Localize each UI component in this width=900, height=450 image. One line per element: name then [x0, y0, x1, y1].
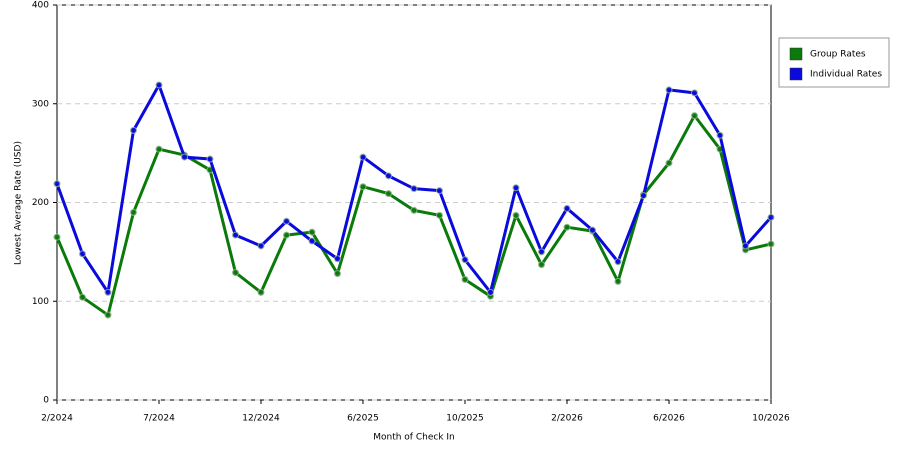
data-point — [665, 159, 673, 167]
data-point — [359, 153, 367, 161]
data-point — [410, 185, 418, 193]
x-tick-label: 6/2025 — [347, 414, 379, 424]
data-point — [614, 278, 622, 285]
data-point — [436, 211, 443, 219]
data-point — [232, 269, 239, 277]
legend-label: Group Rates — [810, 50, 866, 60]
y-tick-label: 200 — [32, 198, 49, 208]
data-point — [79, 293, 86, 301]
data-point — [614, 258, 622, 266]
data-point — [716, 131, 724, 139]
data-point — [283, 231, 290, 239]
data-point — [538, 248, 545, 256]
data-point — [130, 126, 137, 134]
legend-label: Individual Rates — [810, 70, 882, 80]
data-point — [53, 233, 61, 241]
data-point — [308, 237, 316, 245]
data-point — [385, 190, 392, 198]
data-point — [487, 288, 494, 296]
data-point — [640, 192, 647, 200]
data-point — [155, 81, 163, 89]
data-point — [359, 183, 367, 191]
data-point — [181, 153, 188, 161]
data-point — [589, 226, 596, 234]
x-tick-label: 7/2024 — [143, 414, 175, 424]
data-point — [512, 184, 520, 192]
data-point — [436, 187, 443, 195]
data-point — [283, 217, 290, 225]
data-point — [563, 204, 571, 212]
y-tick-label: 400 — [32, 1, 49, 11]
legend-swatch — [789, 47, 803, 61]
data-point — [53, 180, 61, 188]
data-point — [334, 270, 341, 278]
data-point — [767, 213, 775, 221]
data-point — [461, 256, 469, 264]
data-point — [308, 228, 316, 236]
data-point — [130, 208, 137, 216]
y-axis-label: Lowest Average Rate (USD) — [14, 141, 24, 265]
data-point — [461, 276, 469, 284]
data-point — [538, 261, 545, 269]
data-point — [385, 172, 392, 180]
y-tick-label: 300 — [32, 99, 49, 109]
data-point — [665, 86, 673, 94]
x-tick-label: 2/2024 — [41, 414, 73, 424]
x-axis-label: Month of Check In — [373, 433, 455, 443]
data-point — [257, 288, 265, 296]
data-point — [155, 145, 163, 153]
data-point — [257, 242, 265, 250]
data-point — [691, 89, 698, 97]
data-point — [410, 206, 418, 214]
y-tick-label: 0 — [43, 396, 49, 406]
data-point — [104, 288, 112, 296]
x-tick-label: 10/2025 — [446, 414, 483, 424]
data-point — [104, 311, 112, 319]
data-point — [206, 155, 214, 163]
data-point — [742, 242, 749, 250]
data-point — [512, 211, 520, 219]
x-tick-label: 2/2026 — [551, 414, 583, 424]
x-tick-label: 6/2026 — [653, 414, 685, 424]
legend-swatch — [789, 67, 803, 81]
data-point — [691, 112, 698, 120]
y-tick-label: 100 — [32, 297, 49, 307]
data-point — [563, 223, 571, 231]
data-point — [767, 240, 775, 248]
data-point — [79, 250, 86, 258]
x-tick-label: 10/2026 — [752, 414, 790, 424]
data-point — [232, 231, 239, 239]
data-point — [334, 255, 341, 263]
x-tick-label: 12/2024 — [242, 414, 280, 424]
